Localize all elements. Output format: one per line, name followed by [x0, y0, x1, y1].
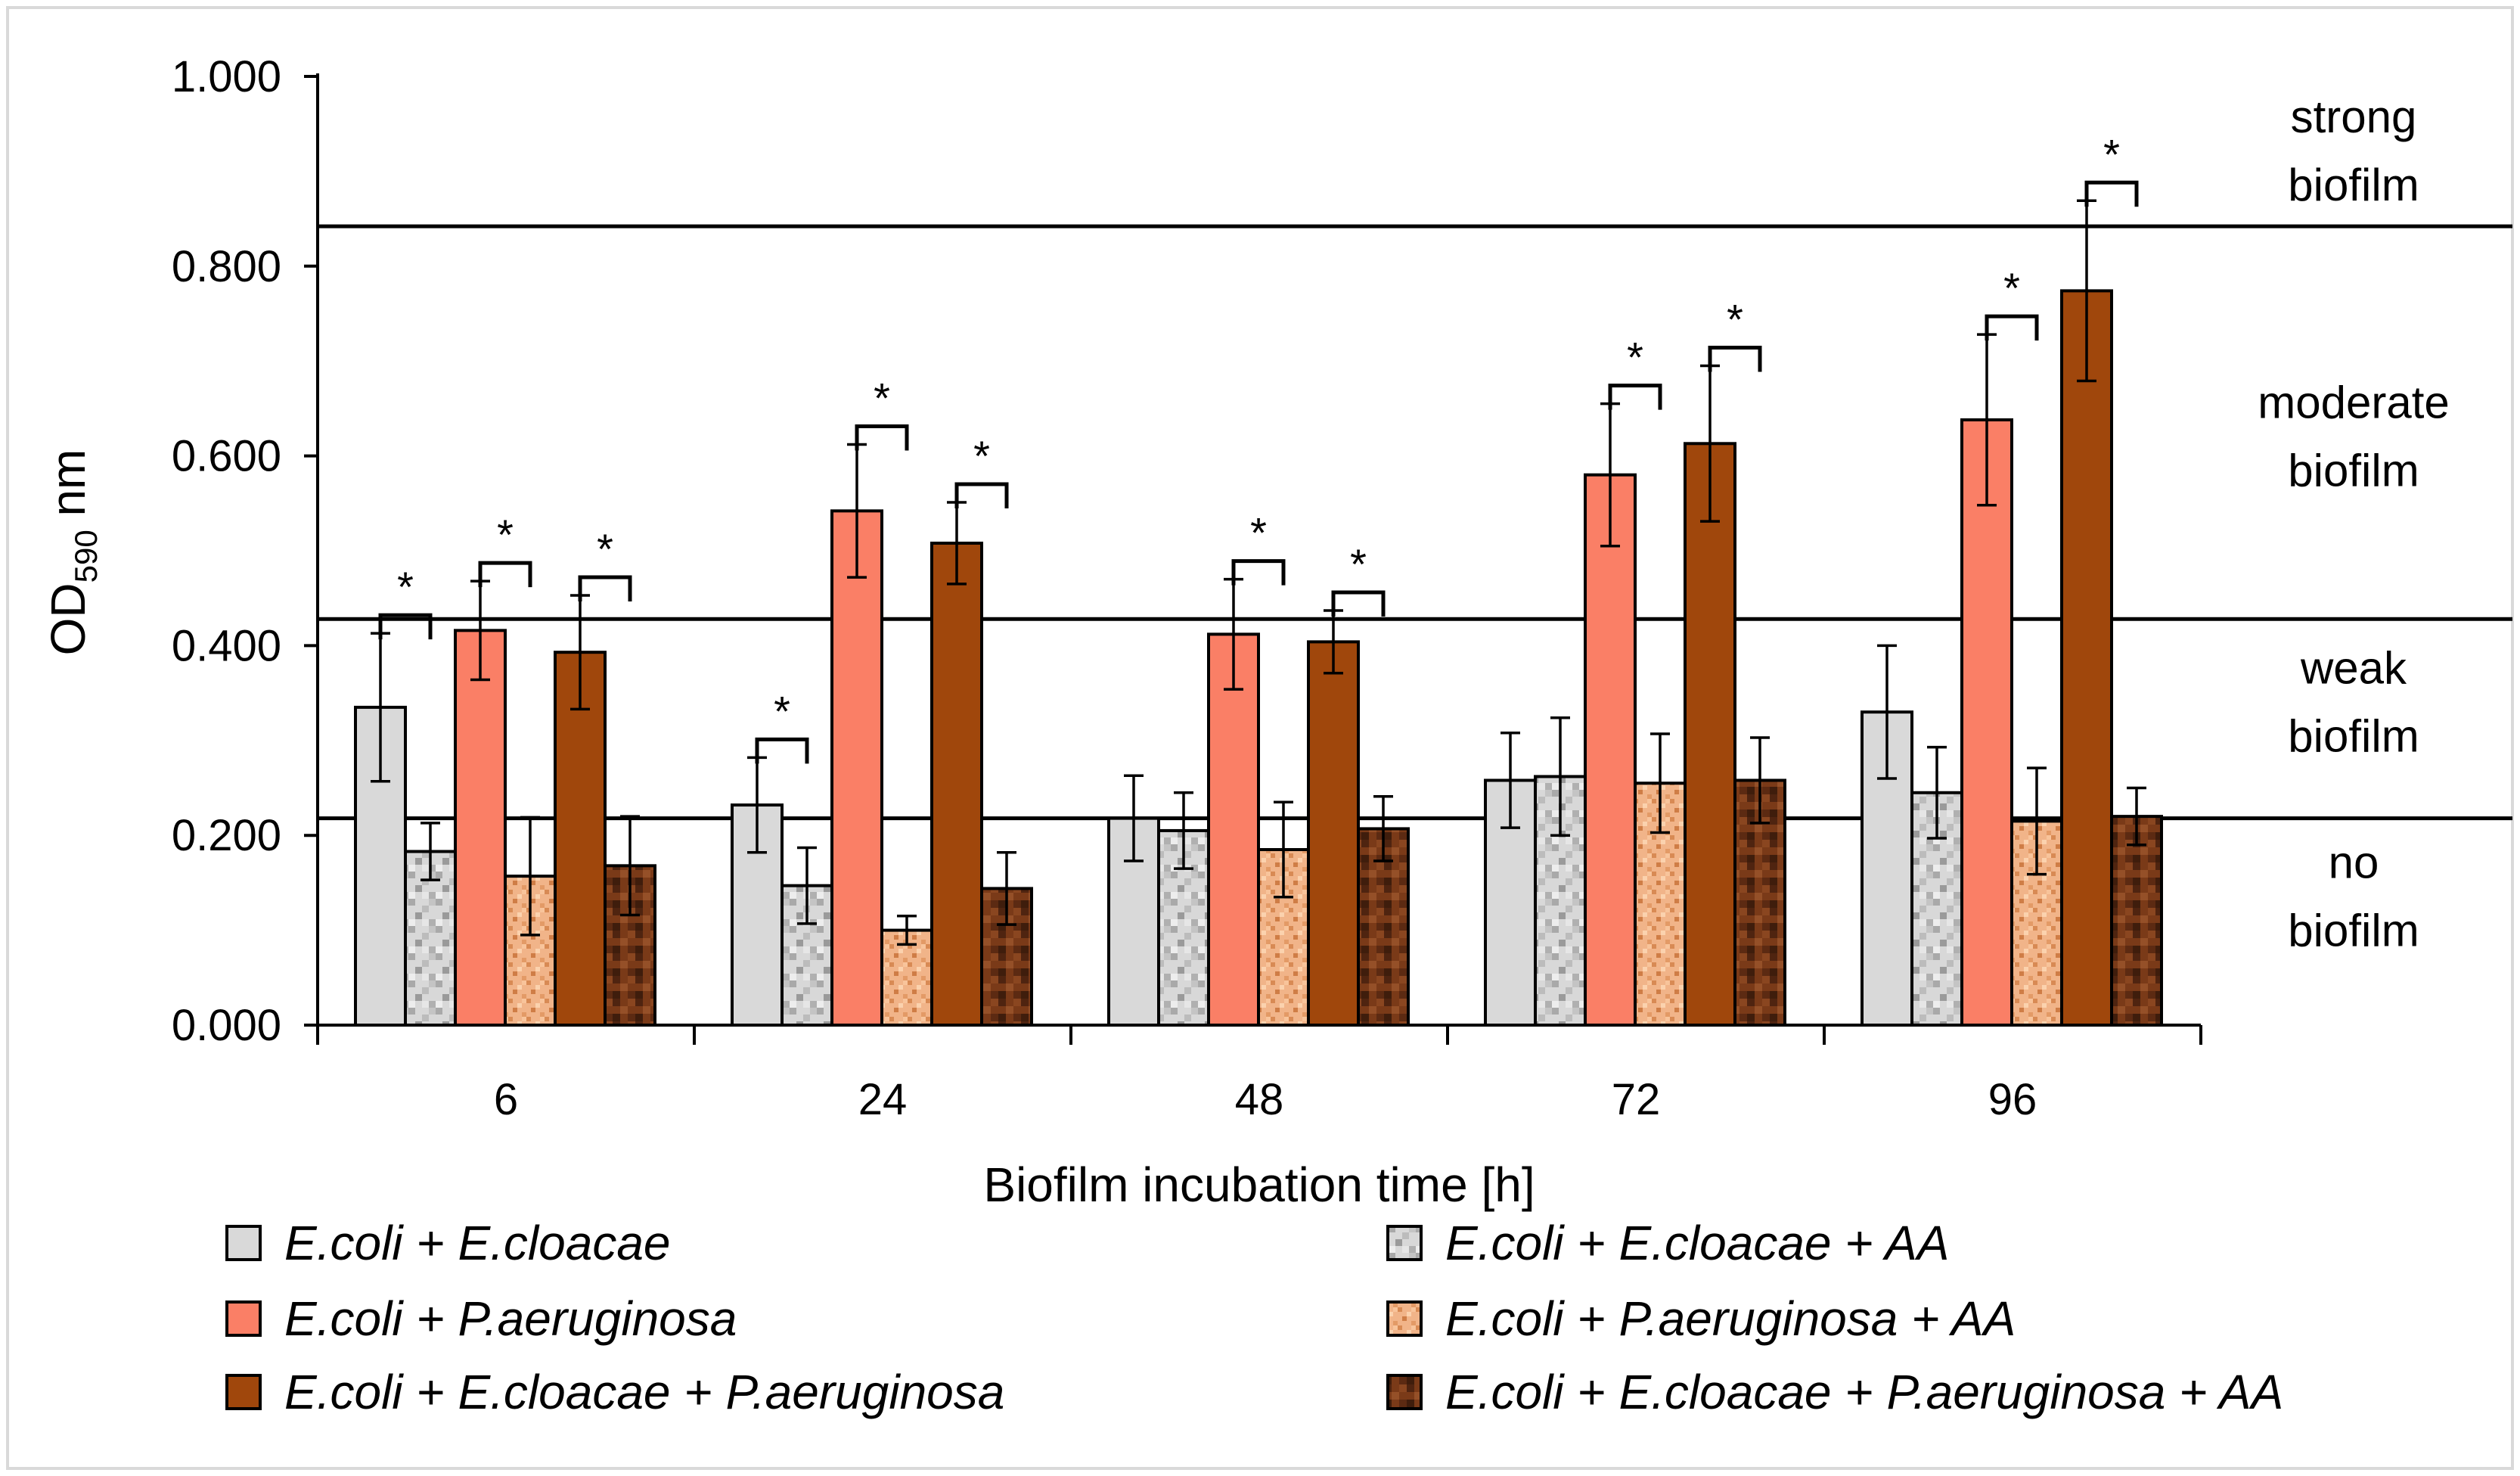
legend-label: E.coli + P.aeruginosa — [284, 1291, 737, 1346]
legend-swatch — [1386, 1374, 1423, 1410]
error-bar-series4-t72 — [1650, 732, 1670, 834]
significance-bracket — [578, 575, 632, 601]
error-bar-series4-t96 — [2027, 766, 2047, 876]
error-bar-series1-t96 — [1877, 644, 1897, 780]
zone-labels: strong biofilm moderate biofilm weak biofilm n… — [2258, 92, 2449, 956]
legend-swatch — [1386, 1300, 1423, 1337]
error-bar-series6-t48 — [1373, 795, 1393, 862]
x-axis-title: Biofilm incubation time [h] — [983, 1157, 1535, 1212]
y-tick-label: 0.600 — [172, 432, 281, 481]
error-bar-series2-t96 — [1927, 745, 1947, 840]
bar-series3-t96 — [1960, 418, 2013, 1027]
significance-bracket — [1708, 345, 1762, 372]
zone-label-line: biofilm — [2288, 160, 2419, 210]
significance-bracket — [1985, 314, 2039, 341]
y-tick-label: 0.400 — [172, 621, 281, 670]
zone-label-line: biofilm — [2288, 906, 2419, 956]
legend-swatch — [225, 1374, 262, 1410]
error-bar-series6-t72 — [1750, 736, 1770, 825]
y-tick-label: 1.000 — [172, 52, 281, 101]
legend-swatch — [225, 1225, 262, 1261]
error-bar-series2-t72 — [1550, 716, 1570, 837]
y-tick-label: 0.800 — [172, 242, 281, 291]
zone-label-line: moderate — [2258, 378, 2449, 428]
x-tick-label: 6 — [494, 1075, 518, 1124]
significance-star: * — [1350, 540, 1367, 588]
significance-star: * — [973, 432, 990, 480]
legend-label: E.coli + E.cloacae + P.aeruginosa + AA — [1445, 1365, 2283, 1419]
y-tick-label: 0.000 — [172, 1001, 281, 1050]
significance-star: * — [597, 525, 613, 573]
y-tick-label: 0.200 — [172, 811, 281, 860]
significance-star: * — [1627, 334, 1643, 381]
significance-markers: * * * * * * * * * * * * — [378, 130, 2139, 764]
bar-series3-t6 — [454, 629, 507, 1027]
error-bar-series2-t6 — [421, 822, 440, 881]
error-bar-series1-t72 — [1501, 732, 1520, 829]
bar-series4-t6 — [504, 875, 557, 1027]
error-bar-series4-t48 — [1274, 800, 1293, 899]
legend-label: E.coli + E.cloacae — [284, 1216, 671, 1270]
error-bar-series6-t6 — [620, 815, 640, 917]
bar-series6-t96 — [2110, 815, 2163, 1027]
zone-label-line: weak — [2300, 643, 2407, 694]
significance-bracket — [378, 613, 433, 640]
significance-star: * — [1727, 295, 1743, 343]
outer-border — [6, 6, 2514, 1470]
zone-label-line: biofilm — [2288, 446, 2419, 496]
error-bar-series6-t96 — [2127, 786, 2146, 847]
significance-bracket — [478, 561, 532, 588]
legend-label: E.coli + E.cloacae + P.aeruginosa — [284, 1365, 1004, 1419]
significance-bracket — [954, 482, 1009, 509]
significance-star: * — [2103, 130, 2120, 178]
significance-bracket — [1331, 590, 1386, 617]
significance-bracket — [1231, 559, 1286, 586]
error-bar-series2-t48 — [1174, 791, 1193, 870]
significance-star: * — [397, 563, 414, 611]
y-axis-title-subscript: 590 — [68, 530, 104, 583]
significance-bracket — [2084, 180, 2139, 207]
threshold-lines — [318, 224, 2512, 821]
zone-label-line: no — [2329, 837, 2379, 888]
legend-label: E.coli + E.cloacae + AA — [1445, 1216, 1949, 1270]
significance-bracket — [1608, 384, 1662, 410]
significance-star: * — [2003, 264, 2020, 312]
legend-label: E.coli + P.aeruginosa + AA — [1445, 1291, 2016, 1346]
x-tick-label: 48 — [1235, 1075, 1284, 1124]
y-axis-title-unit: nm — [41, 449, 95, 530]
error-bar-series4-t6 — [520, 816, 540, 937]
zone-label-line: biofilm — [2288, 711, 2419, 762]
axes: 0.000 0.200 0.400 0.600 0.800 1.000 6 24 48 72 96 B… — [41, 52, 2202, 1212]
legend-swatch — [225, 1300, 262, 1337]
significance-star: * — [1250, 509, 1267, 557]
zone-label-line: strong — [2291, 92, 2417, 142]
bar-series5-t24 — [930, 541, 983, 1027]
x-tick-label: 96 — [1988, 1075, 2037, 1124]
error-bar-series1-t48 — [1124, 774, 1144, 862]
legend: E.coli + E.cloacae E.coli + E.cloacae + A… — [225, 1216, 2283, 1419]
y-axis-title: OD590 nm — [41, 449, 104, 656]
significance-bracket — [855, 424, 909, 451]
bar-series3-t24 — [830, 509, 883, 1027]
error-bar-series4-t24 — [897, 915, 917, 946]
y-axis-title-main: OD — [41, 583, 95, 655]
bar-series5-t48 — [1307, 640, 1360, 1027]
bar-series5-t72 — [1684, 442, 1736, 1027]
significance-star: * — [774, 687, 790, 735]
bar-series3-t48 — [1207, 632, 1260, 1027]
significance-bracket — [755, 737, 809, 764]
legend-swatch — [1386, 1225, 1423, 1261]
significance-star: * — [497, 511, 514, 558]
bar-series3-t72 — [1584, 473, 1637, 1027]
x-tick-label: 72 — [1612, 1075, 1661, 1124]
bar-series5-t96 — [2060, 289, 2113, 1027]
error-bar-series2-t24 — [797, 846, 817, 925]
x-tick-label: 24 — [858, 1075, 908, 1124]
significance-star: * — [874, 374, 890, 422]
error-bar-series6-t24 — [997, 851, 1016, 926]
